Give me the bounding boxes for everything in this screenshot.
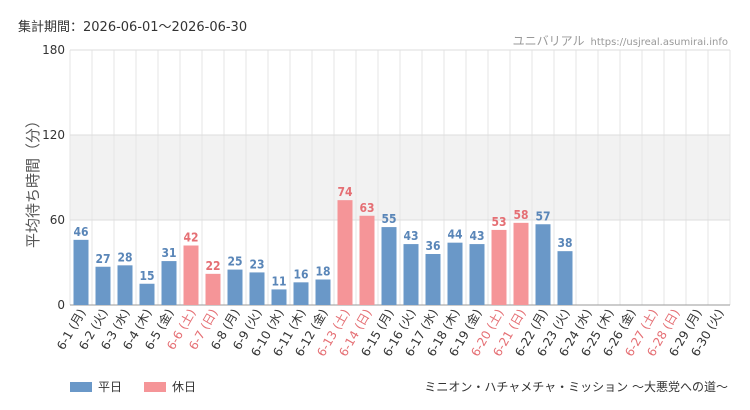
data-label: 18 <box>315 265 330 279</box>
bar <box>557 251 573 305</box>
bar <box>535 224 551 305</box>
y-tick-label: 60 <box>50 213 65 227</box>
data-label: 38 <box>557 236 572 250</box>
brand-name: ユニバリアル <box>512 34 585 48</box>
legend-label-weekday: 平日 <box>98 380 123 394</box>
data-label: 25 <box>227 255 242 269</box>
bar <box>491 229 507 305</box>
data-label: 28 <box>117 250 132 264</box>
data-label: 31 <box>161 246 176 260</box>
bar <box>271 289 287 305</box>
data-label: 53 <box>491 215 506 229</box>
bar <box>139 283 155 305</box>
data-label: 11 <box>271 274 286 288</box>
data-label: 55 <box>381 212 396 226</box>
legend-swatch-weekday <box>70 381 92 392</box>
data-label: 43 <box>403 229 418 243</box>
data-label: 42 <box>183 231 198 245</box>
bar <box>381 227 397 305</box>
data-label: 74 <box>337 185 353 199</box>
data-label: 43 <box>469 229 484 243</box>
bar <box>359 215 375 305</box>
data-label: 23 <box>249 257 264 271</box>
bar <box>117 265 133 305</box>
bar <box>249 272 265 305</box>
period-label: 集計期間：2026-06-01～2026-06-30 <box>18 20 248 35</box>
bar <box>425 254 441 305</box>
data-label: 15 <box>139 269 154 283</box>
bar <box>183 245 199 305</box>
data-label: 63 <box>359 201 374 215</box>
data-label: 58 <box>513 208 528 222</box>
data-label: 44 <box>447 228 463 242</box>
bar <box>205 273 221 305</box>
legend-item-holiday[interactable]: 休日 <box>144 378 196 395</box>
bar <box>513 222 529 305</box>
legend-swatch-holiday <box>144 381 167 392</box>
brand-credit: ユニバリアル https://usjreal.asumirai.info <box>513 32 728 49</box>
bar <box>293 282 309 305</box>
legend: 平日 休日 <box>70 378 196 395</box>
y-tick-label: 120 <box>42 128 65 142</box>
bar <box>161 261 177 305</box>
bar <box>73 239 89 305</box>
bar <box>227 269 243 305</box>
data-label: 22 <box>205 259 220 273</box>
bar <box>95 266 111 305</box>
data-label: 46 <box>73 225 88 239</box>
data-label: 16 <box>293 267 308 281</box>
y-tick-label: 0 <box>57 298 65 312</box>
brand-url[interactable]: https://usjreal.asumirai.info <box>590 37 728 48</box>
legend-label-holiday: 休日 <box>172 380 197 394</box>
bar <box>469 244 485 305</box>
y-tick-label: 180 <box>42 43 65 57</box>
bar <box>315 279 331 305</box>
data-label: 27 <box>95 252 110 266</box>
bar <box>337 200 353 305</box>
legend-item-weekday[interactable]: 平日 <box>70 378 122 395</box>
bar <box>447 242 463 305</box>
bar <box>403 244 419 305</box>
data-label: 36 <box>425 239 440 253</box>
attraction-name: ミニオン・ハチャメチャ・ミッション ～大悪党への道～ <box>424 380 728 394</box>
data-label: 57 <box>535 209 550 223</box>
